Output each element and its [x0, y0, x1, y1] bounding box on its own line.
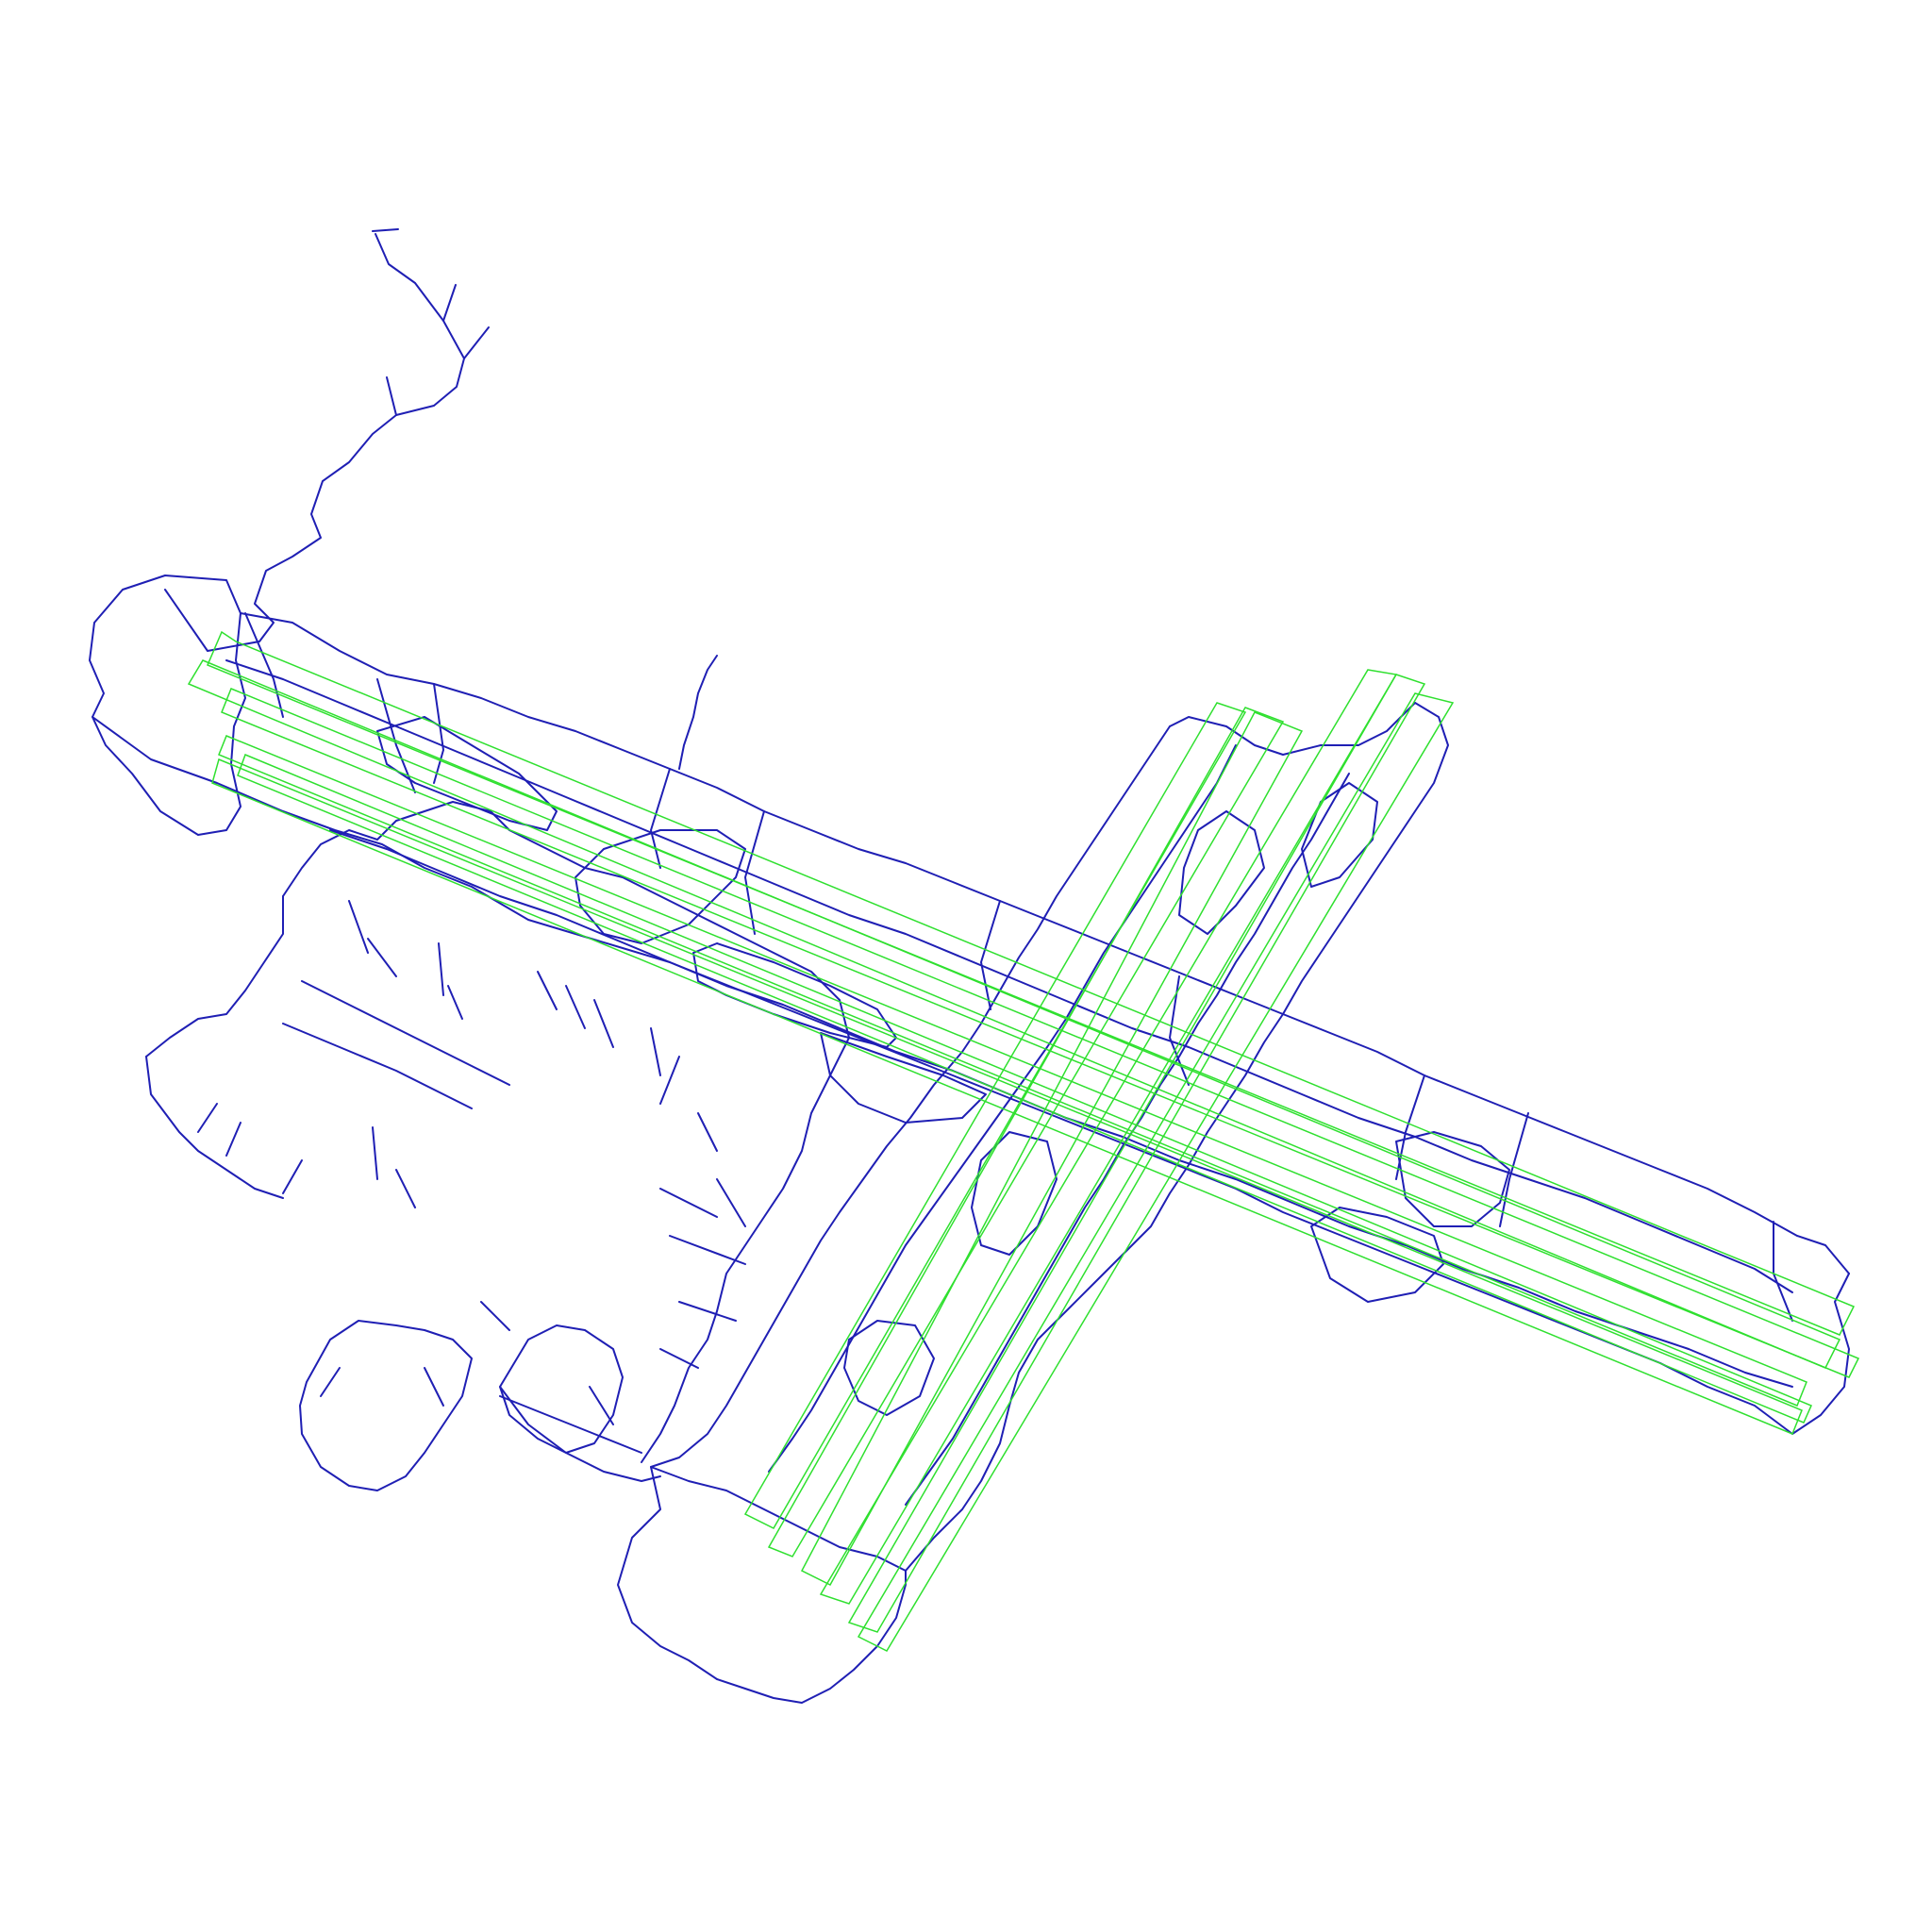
runway-segment-loop: [575, 829, 746, 944]
runway-connector: [1395, 1074, 1425, 1180]
apron-outline: [282, 1023, 473, 1109]
gate-stub: [197, 1103, 218, 1133]
gate-stub: [659, 1188, 718, 1218]
north-spur-branch: [463, 326, 490, 359]
runway-segment-loop: [692, 942, 897, 1048]
gate-stub: [424, 1367, 444, 1407]
gate-stub: [320, 1367, 341, 1397]
taxiway-parallel-2: [329, 829, 1793, 1388]
runway-lane: [187, 659, 1841, 1369]
runway-connector: [1169, 975, 1190, 1086]
north-spur-road: [164, 233, 465, 652]
apron-outline: [145, 1056, 284, 1199]
apron-outline: [301, 980, 510, 1086]
runway-segment-loop: [820, 1032, 987, 1124]
gate-stub: [716, 1178, 746, 1227]
runway-lane: [211, 758, 1803, 1435]
cross-runway-lane: [857, 692, 1455, 1652]
south-terminal-loop: [617, 1466, 907, 1704]
gate-stub: [348, 900, 369, 954]
cross-segment-loop: [971, 1131, 1058, 1256]
cross-runway-lane: [800, 711, 1304, 1586]
gate-stub: [669, 1235, 746, 1265]
north-access-spur: [678, 655, 718, 770]
runway-lanes: [187, 630, 1860, 1652]
apron-outline: [499, 1324, 624, 1454]
gate-stub: [395, 1169, 416, 1208]
gate-stub: [659, 1056, 680, 1105]
runway-connector: [1773, 1221, 1793, 1322]
apron-outline: [499, 1386, 661, 1482]
runway-lane: [207, 630, 1856, 1336]
gate-stub: [282, 1159, 303, 1194]
cross-segment-loop: [1301, 782, 1378, 888]
taxiway-parallel-1: [225, 659, 1793, 1293]
runway-connector: [433, 683, 444, 784]
cross-segment-loop: [1178, 810, 1265, 935]
gate-stub: [367, 938, 397, 977]
gate-stub: [678, 1301, 737, 1322]
gate-stub: [447, 985, 463, 1020]
apron-outline: [145, 895, 284, 1058]
cross-runway-east-edge: [905, 702, 1449, 1572]
gate-stub: [697, 1112, 718, 1152]
gate-stub: [225, 1122, 242, 1157]
runway-segment-loop: [1310, 1207, 1444, 1303]
runway-connector: [980, 900, 1001, 1010]
cross-runway-lane: [743, 702, 1247, 1529]
cross-runway-lane: [767, 707, 1285, 1557]
runway-connector: [376, 678, 416, 793]
runway-connector: [650, 768, 671, 869]
main-runway-north-edge: [240, 612, 1850, 1274]
cross-runway-north-cap: [1169, 702, 1416, 756]
north-spur-branch: [386, 376, 397, 416]
cross-runway-lane: [847, 674, 1426, 1633]
gate-stub: [589, 1386, 614, 1425]
cross-runway-inner: [768, 744, 1237, 1473]
runway-segment-loop: [1395, 1131, 1510, 1227]
gate-stub: [650, 1027, 661, 1076]
gate-stub: [565, 985, 586, 1029]
gate-stub: [480, 1301, 510, 1331]
road-network: [89, 228, 1850, 1704]
west-loop-road: [89, 575, 246, 836]
north-spur-branch: [442, 284, 457, 322]
north-spur-branch: [372, 228, 399, 232]
runway-lane: [218, 735, 1807, 1407]
runway-segment-loop: [376, 716, 558, 831]
apron-outline: [499, 1395, 642, 1454]
gate-stub: [438, 942, 444, 996]
runway-connector: [244, 612, 284, 718]
runway-connector: [1499, 1112, 1529, 1227]
runway-lane: [221, 688, 1860, 1378]
gate-stub: [537, 971, 558, 1010]
cross-runway-lane: [819, 669, 1398, 1605]
cross-runway-west-edge: [650, 725, 1171, 1468]
apron-outline: [282, 801, 850, 1463]
runway-lane: [237, 754, 1812, 1424]
apron-outline: [299, 1320, 473, 1491]
runway-connector: [744, 810, 765, 935]
gate-stub: [593, 999, 614, 1048]
gate-stub: [372, 1126, 378, 1180]
gate-stub: [659, 1348, 699, 1369]
cross-segment-loop: [843, 1320, 935, 1416]
